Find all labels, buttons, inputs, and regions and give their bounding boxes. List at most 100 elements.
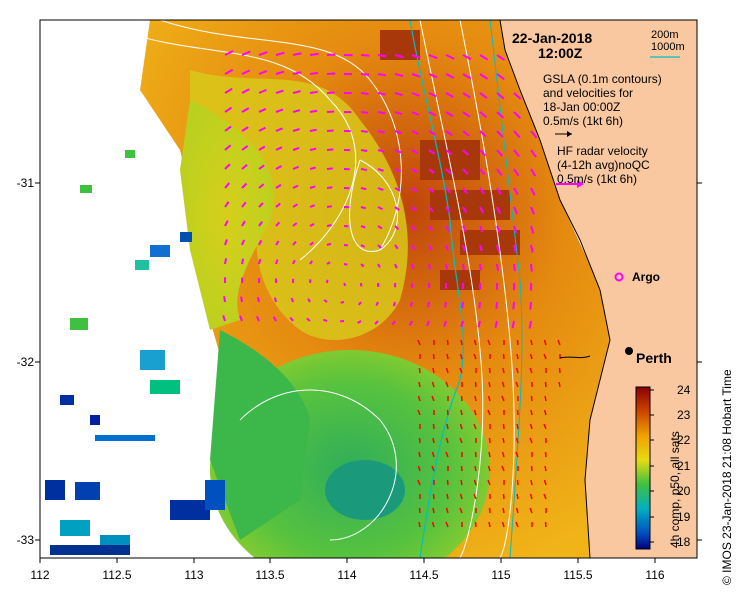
gsla-arrow [530, 244, 534, 253]
gsla-arrow [275, 108, 284, 113]
hf-arrow [487, 339, 491, 346]
gsla-arrow [428, 206, 434, 213]
hf-arrow [543, 409, 547, 416]
gsla-arrow [513, 149, 520, 158]
x-tick-114-5: 114.5 [409, 568, 439, 582]
gsla-arrow [309, 90, 318, 94]
colorbar-tick-24: 24 [677, 383, 691, 397]
gsla-legend-line2: and velocities for [543, 86, 634, 100]
gsla-arrow [411, 54, 421, 59]
gsla-arrow [445, 206, 451, 213]
hf-arrow [501, 465, 505, 472]
gsla-arrow [528, 320, 532, 329]
gsla-velocity-arrows [222, 50, 538, 329]
gsla-arrow [292, 222, 298, 227]
gsla-arrow [394, 92, 403, 97]
hf-arrow [487, 465, 491, 472]
hf-arrow [488, 381, 491, 388]
gsla-arrow [445, 111, 454, 117]
isobath-1000m [409, 20, 464, 558]
gsla-arrow [479, 149, 487, 157]
hf-arrow [431, 395, 435, 402]
gsla-arrow [224, 258, 228, 265]
gsla-arrow [411, 92, 420, 97]
hf-arrow [487, 409, 491, 416]
gsla-arrow [292, 259, 296, 265]
gsla-arrow [241, 239, 246, 246]
gsla-arrow [258, 126, 266, 132]
gsla-arrow [241, 258, 245, 265]
imos-credit: © IMOS 23-Jan-2018 21:08 Hobart Time [720, 369, 734, 585]
gsla-arrow [428, 244, 433, 251]
colorbar-tick-18: 18 [677, 535, 691, 549]
gsla-arrow [394, 149, 402, 154]
hf-arrow [445, 437, 449, 444]
hf-arrow [529, 367, 533, 374]
gsla-arrow [224, 68, 234, 75]
gsla-arrow [428, 225, 433, 232]
hf-arrow [474, 395, 477, 402]
gsla-arrow [224, 125, 232, 132]
gsla-arrow [256, 315, 260, 322]
perth-marker [625, 347, 633, 355]
gsla-arrow [360, 73, 370, 76]
hf-arrow [445, 367, 449, 374]
hf-arrow [543, 339, 547, 346]
gsla-arrow [275, 165, 282, 170]
gsla-arrow [494, 320, 498, 328]
x-axis-ticks [39, 558, 656, 563]
gsla-arrow [392, 301, 396, 307]
gsla-arrow [513, 111, 521, 120]
gsla-arrow [377, 111, 386, 115]
gsla-arrow [530, 149, 537, 158]
gsla-arrow [445, 130, 453, 137]
gsla-arrow [460, 320, 464, 328]
gsla-arrow [223, 296, 226, 303]
hf-arrow [488, 367, 491, 374]
gsla-arrow [360, 130, 368, 133]
gsla-arrow [292, 203, 298, 208]
gsla-arrow [513, 206, 519, 215]
gsla-arrow [477, 320, 481, 328]
hf-arrow [558, 381, 561, 388]
gsla-arrow [275, 89, 284, 94]
hf-arrow [558, 367, 561, 374]
gsla-arrow [326, 167, 333, 170]
gsla-arrow [224, 144, 232, 151]
hf-arrow [474, 381, 477, 388]
gsla-arrow [275, 70, 285, 75]
gsla-arrow [357, 320, 362, 324]
gsla-arrow [224, 239, 228, 246]
gsla-arrow [462, 168, 469, 175]
y-tick-32: -32 [16, 355, 34, 369]
gsla-arrow [444, 301, 447, 308]
gsla-arrow [240, 296, 243, 303]
hf-arrow [417, 409, 421, 416]
gsla-arrow [428, 187, 435, 193]
gsla-arrow [224, 163, 231, 170]
gsla-arrow [377, 168, 384, 172]
gsla-arrow [309, 71, 319, 75]
gsla-arrow [258, 221, 263, 227]
gsla-arrow [394, 206, 400, 211]
gsla-arrow [360, 225, 366, 229]
gsla-legend-line3: 18-Jan 00:00Z [543, 100, 621, 114]
hf-arrow [446, 479, 449, 486]
gsla-arrow [530, 187, 536, 196]
hf-arrow [418, 507, 421, 514]
hf-arrow [501, 395, 505, 402]
hf-arrow [502, 353, 505, 360]
gsla-arrow [326, 279, 329, 284]
gsla-legend-line1: GSLA (0.1m contours) [543, 72, 662, 86]
gsla-arrow [258, 202, 264, 208]
gsla-arrow [461, 301, 464, 309]
gsla-arrow [394, 244, 399, 250]
gsla-arrow [462, 92, 471, 99]
gsla-arrow [377, 244, 382, 249]
hf-arrow [501, 451, 505, 458]
hf-arrow [446, 339, 449, 346]
hf-arrow [487, 479, 491, 486]
hf-legend-arrow [556, 180, 584, 188]
hf-arrow [418, 367, 421, 374]
hf-arrow [544, 381, 547, 388]
